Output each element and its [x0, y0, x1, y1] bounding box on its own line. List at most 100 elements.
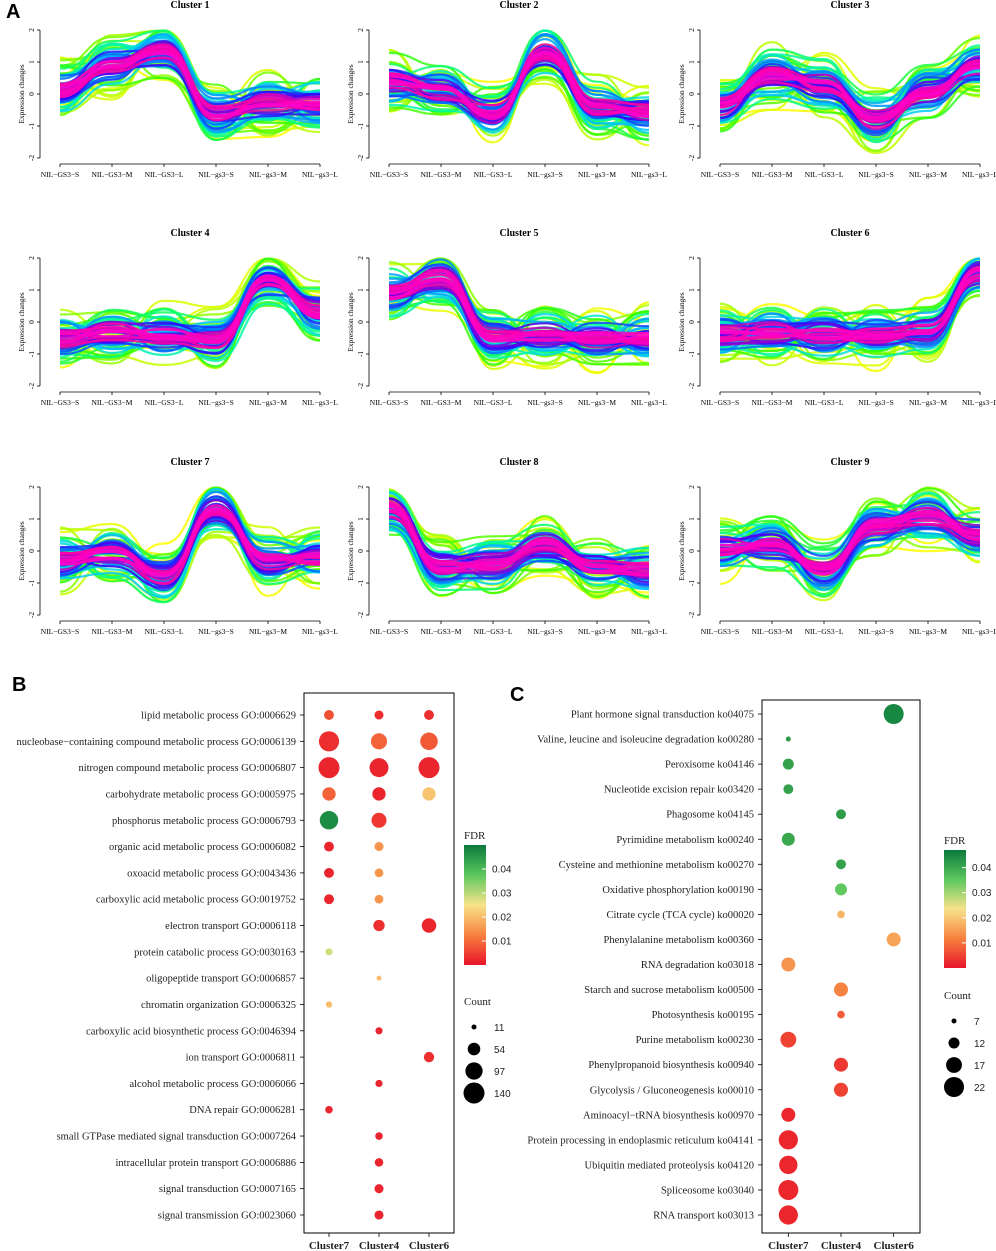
x-tick-label: NIL−GS3−S	[701, 398, 739, 407]
profile-line	[59, 507, 321, 576]
term-label: alcohol metabolic process GO:0006066	[129, 1079, 296, 1090]
profile-line	[388, 280, 650, 344]
profile-lines	[388, 488, 650, 600]
x-tick-label: NIL−GS3−L	[805, 398, 844, 407]
x-tick-label: NIL−GS3−M	[421, 170, 462, 179]
x-tick-label: NIL−GS3−M	[92, 170, 133, 179]
profile-line	[719, 271, 981, 367]
x-tick-label: NIL−gs3−L	[302, 170, 338, 179]
x-tick-label: NIL−gs3−M	[249, 627, 287, 636]
enrichment-dot	[837, 1010, 845, 1019]
y-tick-label: 0	[687, 549, 696, 553]
enrichment-dot	[375, 1027, 383, 1035]
enrichment-dot	[374, 842, 384, 852]
enrichment-dot	[783, 784, 794, 795]
x-tick-label: NIL−GS3−M	[752, 627, 793, 636]
x-tick-label: NIL−gs3−M	[909, 627, 947, 636]
x-tick-label: NIL−GS3−S	[41, 627, 79, 636]
term-label: organic acid metabolic process GO:000608…	[109, 842, 296, 853]
enrichment-dot	[778, 1205, 798, 1225]
x-tick-label: NIL−gs3−M	[249, 398, 287, 407]
y-axis-label: Expression changes	[677, 521, 686, 580]
x-tick-label: NIL−gs3−L	[962, 627, 996, 636]
term-label: Valine, leucine and isoleucine degradati…	[537, 735, 754, 746]
count-legend-title: Count	[464, 996, 491, 1008]
profile-lines	[719, 34, 981, 155]
profile-line	[719, 268, 981, 336]
term-label: nucleobase−containing compound metabolic…	[17, 737, 296, 748]
profile-lines	[59, 29, 321, 142]
y-tick-label: -2	[356, 383, 365, 389]
x-tick-label: NIL−gs3−L	[631, 398, 667, 407]
enrichment-dot	[374, 710, 384, 720]
panel-letter-b: B	[12, 674, 26, 696]
profile-lines	[59, 486, 321, 604]
x-tick-label: NIL−GS3−L	[474, 170, 513, 179]
term-label: Phenylalanine metabolism ko00360	[604, 935, 754, 946]
enrichment-dot	[369, 758, 389, 778]
y-tick-label: -1	[356, 580, 365, 586]
cluster-title: Cluster 3	[831, 0, 870, 11]
enrichment-dot	[324, 710, 334, 720]
fdr-tick-label: 0.03	[492, 889, 512, 900]
panel-a-cluster-profiles: Cluster 1 -2 -1 0 1 2 Expression changes NIL−GS…	[17, 0, 996, 636]
count-legend-label: 12	[974, 1039, 986, 1050]
enrichment-dot	[324, 867, 334, 878]
enrichment-dot	[422, 787, 436, 801]
enrichment-dot	[883, 704, 904, 724]
x-tick-label: NIL−gs3−L	[631, 627, 667, 636]
term-label: Protein processing in endoplasmic reticu…	[527, 1135, 754, 1146]
cluster-title: Cluster 7	[171, 457, 210, 468]
enrichment-dot	[370, 733, 388, 750]
enrichment-dot	[374, 1210, 384, 1220]
x-tick-label: NIL−gs3−S	[527, 170, 563, 179]
enrichment-dot	[372, 787, 386, 801]
fdr-tick-label: 0.03	[972, 888, 992, 899]
term-label: Plant hormone signal transduction ko0407…	[571, 710, 754, 721]
enrichment-dot	[834, 1057, 848, 1072]
term-label: intracellular protein transport GO:00068…	[116, 1158, 297, 1169]
panel-letter-a: A	[6, 1, 20, 23]
term-label: Spliceosome ko03040	[661, 1185, 754, 1196]
y-tick-label: 2	[687, 485, 696, 489]
cluster-plot-2: Cluster 2 -2 -1 0 1 2 Expression changes NIL−GS…	[346, 0, 667, 179]
fdr-tick-label: 0.01	[972, 938, 992, 949]
y-tick-label: 0	[356, 320, 365, 324]
profile-line	[388, 505, 650, 573]
x-tick-label: NIL−GS3−S	[701, 170, 739, 179]
count-legend-label: 54	[494, 1045, 506, 1056]
y-tick-label: -1	[687, 580, 696, 586]
cluster-title: Cluster 6	[831, 228, 870, 239]
term-label: Phagosome ko04145	[666, 810, 754, 821]
enrichment-dot	[778, 1179, 799, 1200]
x-tick-label: NIL−gs3−S	[527, 627, 563, 636]
enrichment-dot	[781, 1107, 796, 1122]
y-axis-label: Expression changes	[17, 292, 26, 351]
count-legend-dot	[471, 1024, 477, 1030]
y-tick-label: 2	[27, 28, 36, 32]
x-tick-label: NIL−gs3−S	[527, 398, 563, 407]
term-label: electron transport GO:0006118	[165, 921, 296, 932]
term-label: Oxidative phosphorylation ko00190	[602, 885, 754, 896]
fdr-legend-title: FDR	[464, 830, 486, 842]
count-legend-dot	[944, 1077, 964, 1097]
enrichment-dot	[779, 1155, 798, 1175]
profile-lines	[388, 257, 650, 375]
x-tick-label: NIL−GS3−L	[474, 627, 513, 636]
term-label: Citrate cycle (TCA cycle) ko00020	[606, 910, 754, 921]
enrichment-dot	[782, 758, 794, 770]
profile-line	[59, 278, 321, 343]
x-tick-label: NIL−GS3−L	[805, 627, 844, 636]
enrichment-dot	[778, 1130, 798, 1150]
x-tick-label: NIL−gs3−M	[909, 398, 947, 407]
x-tick-label: NIL−gs3−S	[858, 398, 894, 407]
y-tick-label: 2	[27, 485, 36, 489]
column-label: Cluster6	[409, 1240, 450, 1251]
enrichment-dot	[418, 757, 440, 779]
y-tick-label: -1	[687, 123, 696, 129]
profile-line	[388, 278, 650, 343]
term-label: carbohydrate metabolic process GO:000597…	[106, 789, 296, 800]
term-label: Aminoacyl−tRNA biosynthesis ko00970	[583, 1110, 754, 1121]
profile-line	[59, 490, 321, 580]
y-tick-label: 1	[687, 60, 696, 64]
